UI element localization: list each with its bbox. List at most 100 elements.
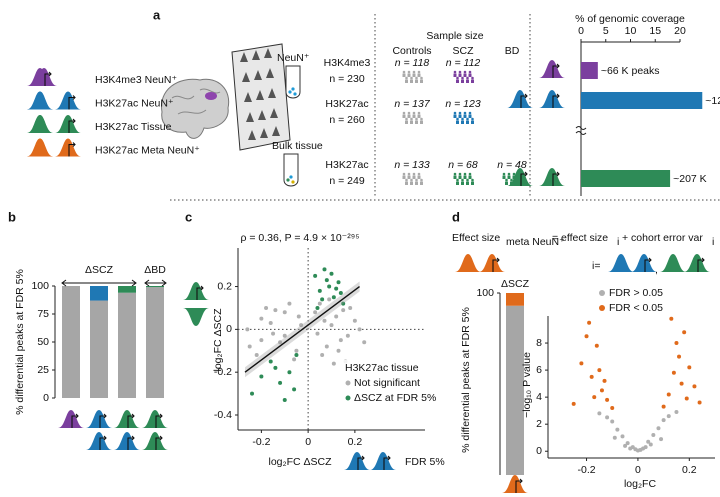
peak-shape <box>539 90 565 108</box>
point <box>666 392 671 397</box>
peak-shape <box>502 475 528 493</box>
person-head <box>417 172 421 176</box>
group-label: ΔBD <box>144 264 166 276</box>
person-head <box>402 70 406 74</box>
person-body <box>405 79 408 83</box>
point <box>592 395 597 400</box>
person-body <box>461 79 464 83</box>
point <box>587 320 592 325</box>
person-body <box>471 79 474 83</box>
controls-n: n = 133 <box>394 159 429 171</box>
tissue-slide <box>231 43 291 151</box>
y-axis-label: % differential peaks at FDR 5% <box>460 307 472 453</box>
tss-arrow <box>155 413 163 428</box>
point <box>334 286 339 291</box>
column-header: SCZ <box>453 45 475 57</box>
point <box>362 340 367 345</box>
peak-shape <box>114 432 140 450</box>
tss-arrow <box>99 435 107 450</box>
y-tick-label: 100 <box>476 287 494 299</box>
point <box>296 314 301 319</box>
point <box>589 374 594 379</box>
bd-n: n = 48 <box>497 159 527 171</box>
point <box>338 290 343 295</box>
person-body <box>412 114 416 118</box>
point <box>661 418 666 423</box>
peak-shape <box>55 115 81 133</box>
x-axis-label: log₂FC <box>624 478 657 490</box>
person-head <box>505 178 508 182</box>
point <box>294 348 299 353</box>
tss-arrow <box>99 413 107 428</box>
point <box>341 308 346 313</box>
peak-shape <box>142 410 168 428</box>
point <box>612 435 617 440</box>
x-tick-label: 0 <box>305 436 311 448</box>
tube <box>285 65 301 99</box>
person-body <box>456 181 459 185</box>
bar-segment <box>506 305 524 475</box>
point <box>638 447 643 452</box>
x-tick-label: 0.2 <box>682 464 697 476</box>
peak-shape <box>479 254 505 272</box>
point <box>334 314 339 319</box>
point <box>579 361 584 366</box>
point <box>331 295 336 300</box>
person-body <box>420 79 423 83</box>
brain-illustration <box>161 78 230 139</box>
point <box>659 437 664 442</box>
y-tick-label: 0 <box>43 392 49 404</box>
peak-icon <box>502 475 528 493</box>
person-body <box>415 120 418 124</box>
point <box>669 316 674 321</box>
point <box>623 443 628 448</box>
y-tick-label: 100 <box>31 280 49 292</box>
peak-count: ~124 K <box>705 95 720 107</box>
person-body <box>471 181 474 185</box>
mark-name: H3K27ac <box>325 159 368 171</box>
peak-shape <box>86 410 112 428</box>
person-head <box>466 117 469 121</box>
person-body <box>415 181 418 185</box>
column-header: Controls <box>392 45 431 57</box>
axis-break <box>575 126 587 135</box>
y-tick-label: 0.2 <box>217 280 232 292</box>
panel-label: d <box>452 209 460 224</box>
legend-text: FDR > 0.05 <box>609 287 663 299</box>
peak-shape <box>55 91 81 110</box>
person-head <box>471 117 474 121</box>
legend-text: ΔSCZ at FDR 5% <box>354 392 436 404</box>
tss-arrow <box>520 171 528 186</box>
person-body <box>417 175 421 179</box>
person-head <box>468 172 472 176</box>
legend-swatch <box>345 380 351 386</box>
formula-sub: meta NeuN⁺ <box>506 236 565 248</box>
peak-shape <box>27 115 53 133</box>
point <box>299 323 304 328</box>
person-head <box>463 172 467 176</box>
y-tick-label: 0 <box>536 445 542 457</box>
person-body <box>458 175 462 179</box>
point <box>247 344 252 349</box>
point <box>584 334 589 339</box>
peak-icon <box>55 115 81 133</box>
sample-size-title: Sample size <box>426 30 483 42</box>
y-tick-label: 8 <box>536 337 542 349</box>
tss-arrow <box>644 257 652 272</box>
person-head <box>417 111 421 115</box>
peak-icon <box>539 60 565 78</box>
point <box>287 370 292 375</box>
point <box>320 353 325 358</box>
person-head <box>402 111 406 115</box>
point <box>674 410 679 415</box>
point <box>666 414 671 419</box>
peak-shape <box>142 432 168 450</box>
person-head <box>410 76 413 80</box>
x-tick-label: -0.2 <box>577 464 595 476</box>
tss-arrow <box>127 435 135 450</box>
point <box>348 305 353 310</box>
x-tick-label: 0.2 <box>348 436 363 448</box>
peak-shape <box>631 254 657 272</box>
peak-shape <box>455 254 481 272</box>
person-body <box>502 175 506 179</box>
